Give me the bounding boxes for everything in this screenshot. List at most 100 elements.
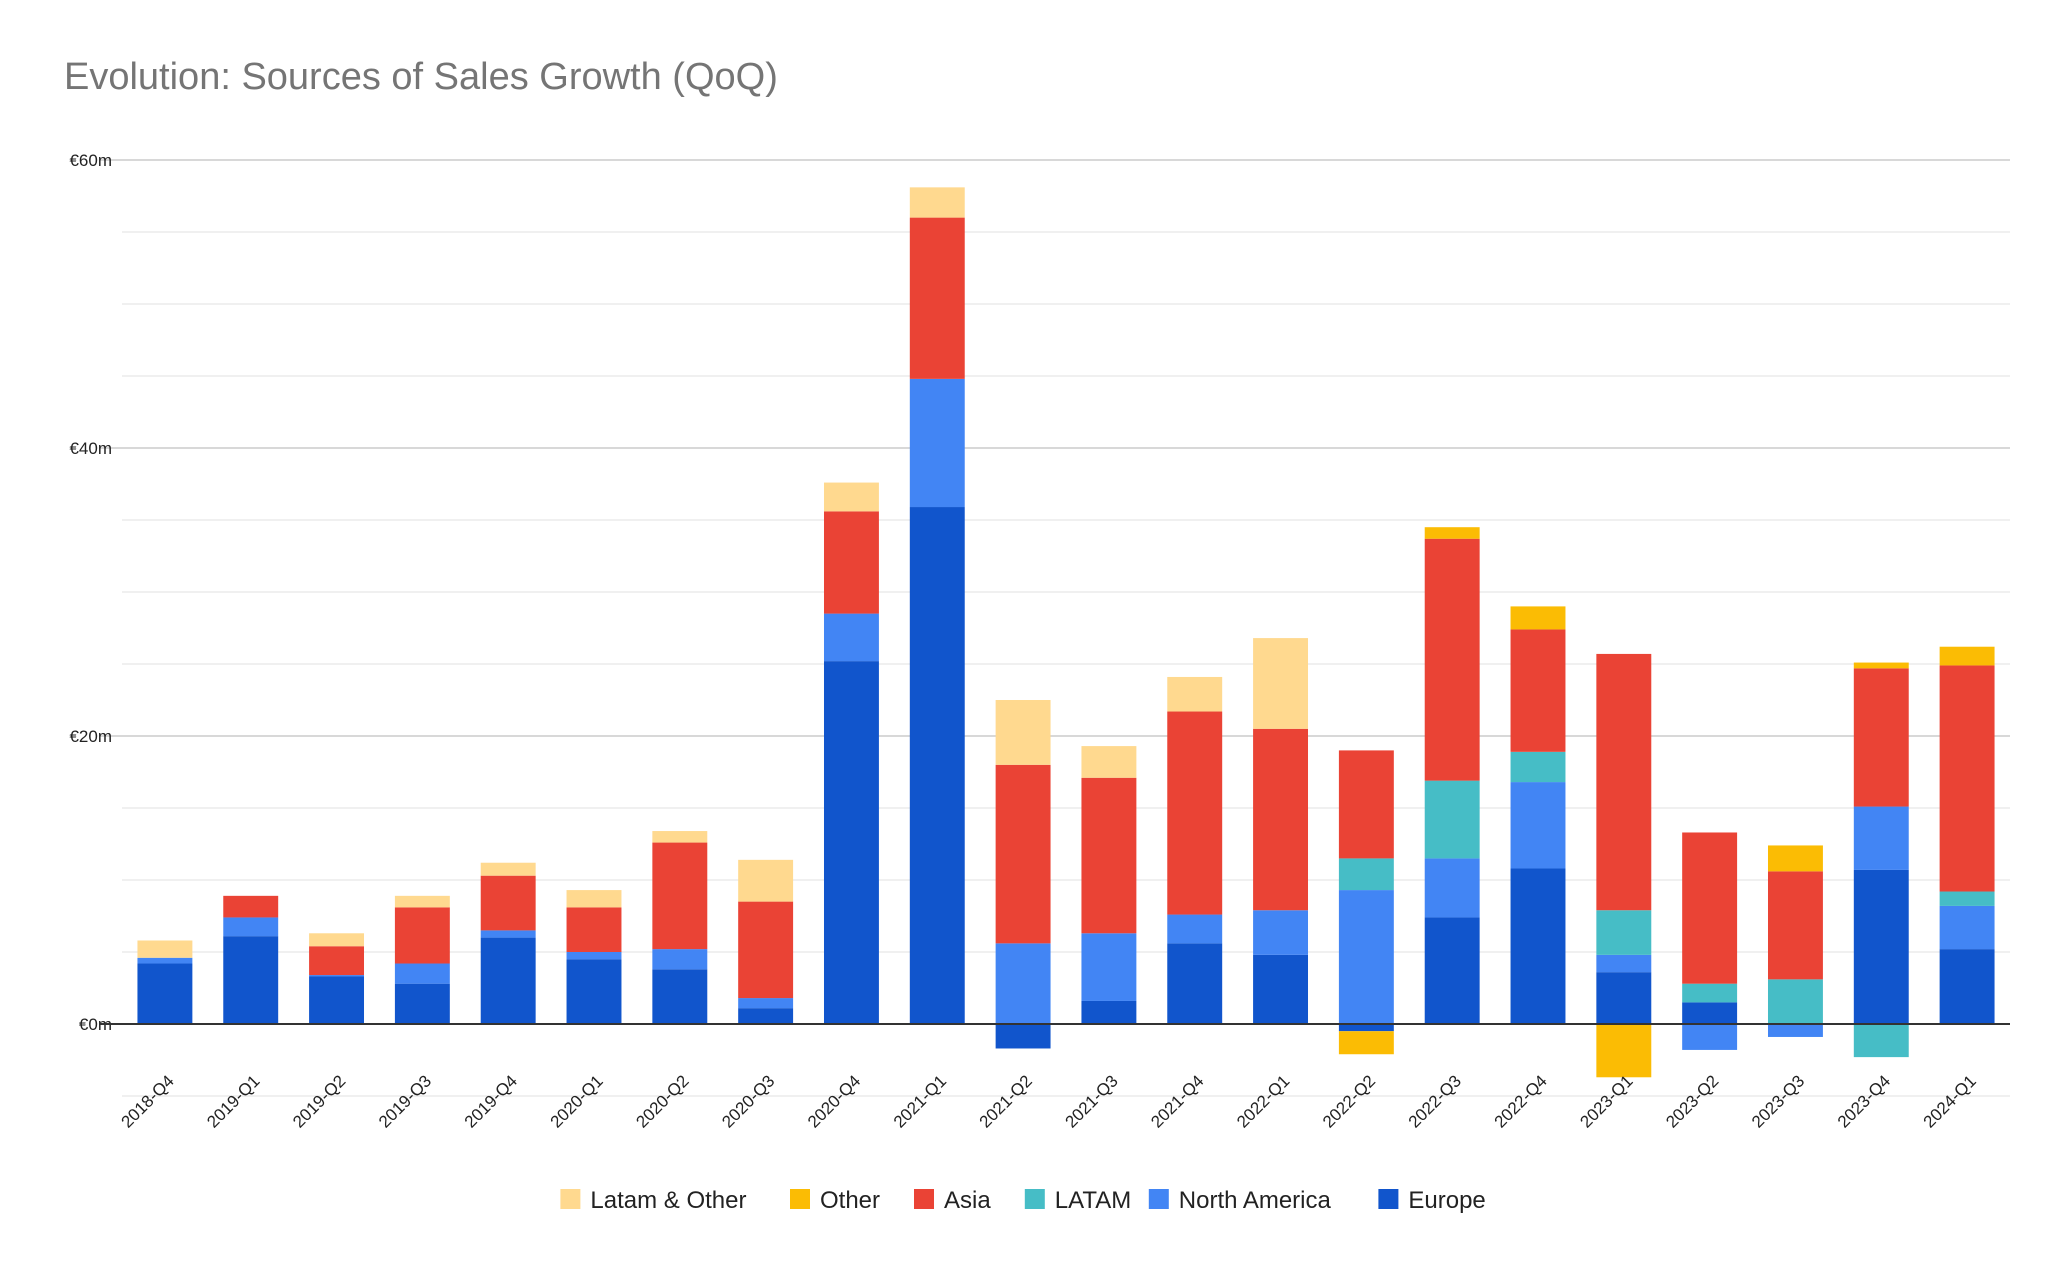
bar-segment-asia — [1081, 777, 1137, 934]
bar-segment-north-america — [995, 943, 1051, 1024]
bar-segment-europe — [1596, 972, 1652, 1024]
bar-segment-latam-other — [823, 482, 879, 512]
legend-swatch — [790, 1189, 810, 1209]
bar-segment-europe — [1510, 868, 1566, 1024]
bar-segment-asia — [1253, 728, 1309, 911]
x-tick-label: 2021-Q1 — [890, 1071, 950, 1131]
legend-label: Europe — [1408, 1187, 1485, 1214]
bar-segment-asia — [1167, 711, 1223, 915]
bar-segment-asia — [1853, 668, 1909, 807]
bar-segment-latam — [1424, 780, 1480, 859]
bar-segment-latam-other — [309, 933, 365, 947]
bar-segment-asia — [995, 764, 1051, 944]
legend-label: North America — [1179, 1187, 1332, 1214]
bar-segment-other — [1510, 606, 1566, 630]
bar-segment-north-america — [1167, 914, 1223, 944]
legend-item: North America — [1148, 1187, 1332, 1214]
x-tick-label: 2022-Q4 — [1491, 1071, 1551, 1131]
x-tick-label: 2018-Q4 — [118, 1071, 178, 1131]
x-tick-label: 2023-Q1 — [1576, 1071, 1636, 1131]
legend: Latam & Other Other Asia LATAM North America… — [560, 1187, 1486, 1214]
bar-segment-north-america — [909, 378, 965, 508]
bar-segment-latam-other — [394, 895, 450, 908]
bar-segment-other — [1424, 527, 1480, 539]
bar-segment-north-america — [309, 975, 365, 977]
bar-segment-asia — [1682, 832, 1738, 984]
x-tick-label: 2020-Q4 — [804, 1071, 864, 1131]
bar-segment-north-america — [394, 963, 450, 984]
chart-title: Evolution: Sources of Sales Growth (QoQ) — [64, 56, 778, 98]
legend-swatch — [914, 1189, 934, 1209]
bar-segment-latam-other — [137, 940, 193, 958]
bar-segment-asia — [566, 907, 622, 952]
x-tick-label: 2021-Q4 — [1147, 1071, 1207, 1131]
bar-segment-asia — [480, 875, 536, 931]
bar-segment-europe — [1939, 949, 1995, 1024]
bar-segment-north-america — [823, 613, 879, 662]
bar-segment-europe — [1682, 1002, 1738, 1024]
x-tick-label: 2023-Q3 — [1748, 1071, 1808, 1131]
bar-segment-north-america — [1510, 782, 1566, 869]
legend-item: Asia — [914, 1187, 991, 1214]
x-tick-label: 2022-Q3 — [1405, 1071, 1465, 1131]
bar-segment-europe — [1338, 1024, 1394, 1032]
bar-segment-latam — [1853, 1024, 1909, 1058]
bar-segment-north-america — [738, 998, 794, 1009]
legend-item: Europe — [1378, 1187, 1486, 1214]
bar-segment-latam — [1510, 751, 1566, 783]
x-tick-label: 2021-Q2 — [976, 1071, 1036, 1131]
bar-segment-other — [1596, 1024, 1652, 1078]
bar-segment-north-america — [1682, 1024, 1738, 1050]
bar-segment-other — [1853, 662, 1909, 669]
legend-swatch — [1378, 1189, 1399, 1209]
bar-segment-europe — [1853, 869, 1909, 1024]
legend-label: Asia — [944, 1187, 991, 1214]
bar-segment-europe — [823, 661, 879, 1024]
legend-item: Latam & Other — [560, 1187, 746, 1214]
x-tick-label: 2019-Q1 — [203, 1071, 263, 1131]
x-tick-label: 2021-Q3 — [1062, 1071, 1122, 1131]
bar-segment-latam — [1682, 983, 1738, 1003]
bar-segment-latam-other — [652, 831, 708, 843]
legend-label: LATAM — [1055, 1187, 1131, 1214]
x-tick-label: 2022-Q1 — [1233, 1071, 1293, 1131]
bar-segment-latam — [1596, 910, 1652, 955]
bar-segment-asia — [1424, 538, 1480, 781]
bar-segment-other — [1338, 1031, 1394, 1055]
bar-segment-north-america — [480, 930, 536, 938]
x-tick-label: 2019-Q4 — [461, 1071, 521, 1131]
bar-segment-latam-other — [480, 862, 536, 876]
bar-segment-north-america — [1596, 954, 1652, 973]
bar-segment-latam-other — [566, 890, 622, 908]
bar-segment-north-america — [1939, 905, 1995, 950]
x-tick-label: 2024-Q1 — [1920, 1071, 1980, 1131]
bar-segment-latam-other — [995, 700, 1051, 765]
bar-segment-europe — [652, 969, 708, 1024]
y-axis-tick-labels: €0m €20m €40m €60m — [69, 151, 112, 1034]
bar-segment-europe — [1253, 954, 1309, 1024]
bar-segment-latam — [1338, 858, 1394, 891]
x-tick-label: 2022-Q2 — [1319, 1071, 1379, 1131]
bar-segment-asia — [1767, 871, 1823, 980]
bar-segment-europe — [309, 976, 365, 1024]
bar-segment-latam — [1939, 891, 1995, 906]
bar-segment-asia — [823, 511, 879, 614]
bar-segment-north-america — [1081, 933, 1137, 1001]
bar-segment-asia — [1338, 750, 1394, 859]
bar-segment-north-america — [1853, 806, 1909, 870]
legend-swatch — [1148, 1189, 1169, 1209]
bar-segment-europe — [738, 1008, 794, 1024]
x-tick-label: 2020-Q1 — [547, 1071, 607, 1131]
bar-segment-asia — [652, 842, 708, 950]
bar-segment-europe — [1167, 943, 1223, 1024]
bar-segment-asia — [394, 907, 450, 964]
x-tick-label: 2019-Q3 — [375, 1071, 435, 1131]
bar-segment-europe — [1081, 1000, 1137, 1024]
bar-segment-asia — [1939, 665, 1995, 892]
bar-segment-europe — [480, 937, 536, 1024]
bar-segment-europe — [995, 1024, 1051, 1049]
bar-segment-north-america — [1253, 910, 1309, 955]
bar-segment-north-america — [652, 949, 708, 970]
bar-segment-latam — [1767, 979, 1823, 1024]
